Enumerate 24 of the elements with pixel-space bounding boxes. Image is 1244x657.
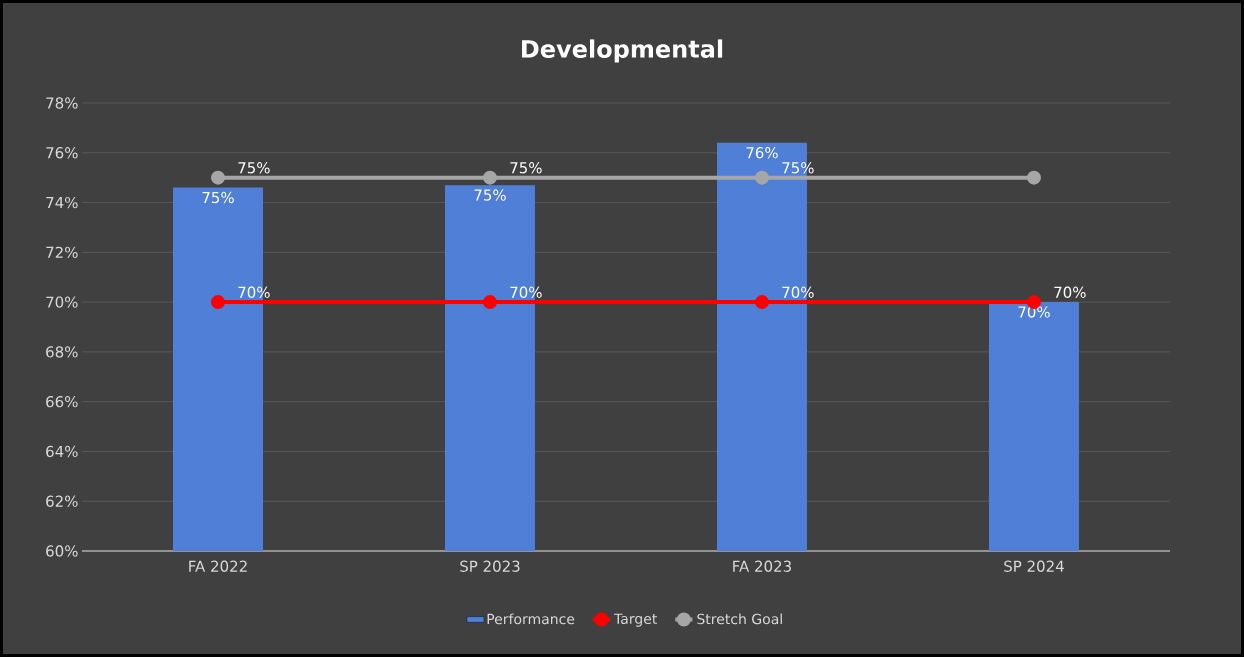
y-tick-label: 64% [46, 445, 78, 458]
legend-label: Performance [487, 613, 575, 625]
y-tick-label: 66% [46, 395, 78, 408]
y-tick-label: 70% [46, 296, 78, 308]
y-tick-label: 60% [46, 545, 78, 557]
legend-label: Target [613, 613, 657, 627]
data-label: 70% [1054, 286, 1086, 298]
y-tick-label: 76% [46, 147, 78, 159]
y-tick-label: 74% [46, 196, 78, 209]
data-label: 75% [238, 162, 270, 174]
data-label: 75% [202, 191, 234, 204]
legend-label: Stretch Goal [697, 613, 782, 625]
y-tick-label: 78% [46, 97, 78, 109]
x-tick-label: SP 2023 [460, 560, 520, 572]
x-tick-label: FA 2022 [189, 560, 247, 572]
chart-title: Developmental [522, 39, 723, 63]
y-tick-label: 62% [46, 495, 78, 507]
y-tick-label: 68% [46, 346, 78, 358]
x-tick-label: SP 2024 [1004, 560, 1064, 572]
x-tick-label: FA 2023 [733, 560, 791, 572]
data-label: 75% [510, 162, 542, 174]
y-tick-label: 72% [46, 246, 78, 259]
data-label: 76% [746, 147, 778, 159]
data-label: 75% [474, 189, 506, 201]
